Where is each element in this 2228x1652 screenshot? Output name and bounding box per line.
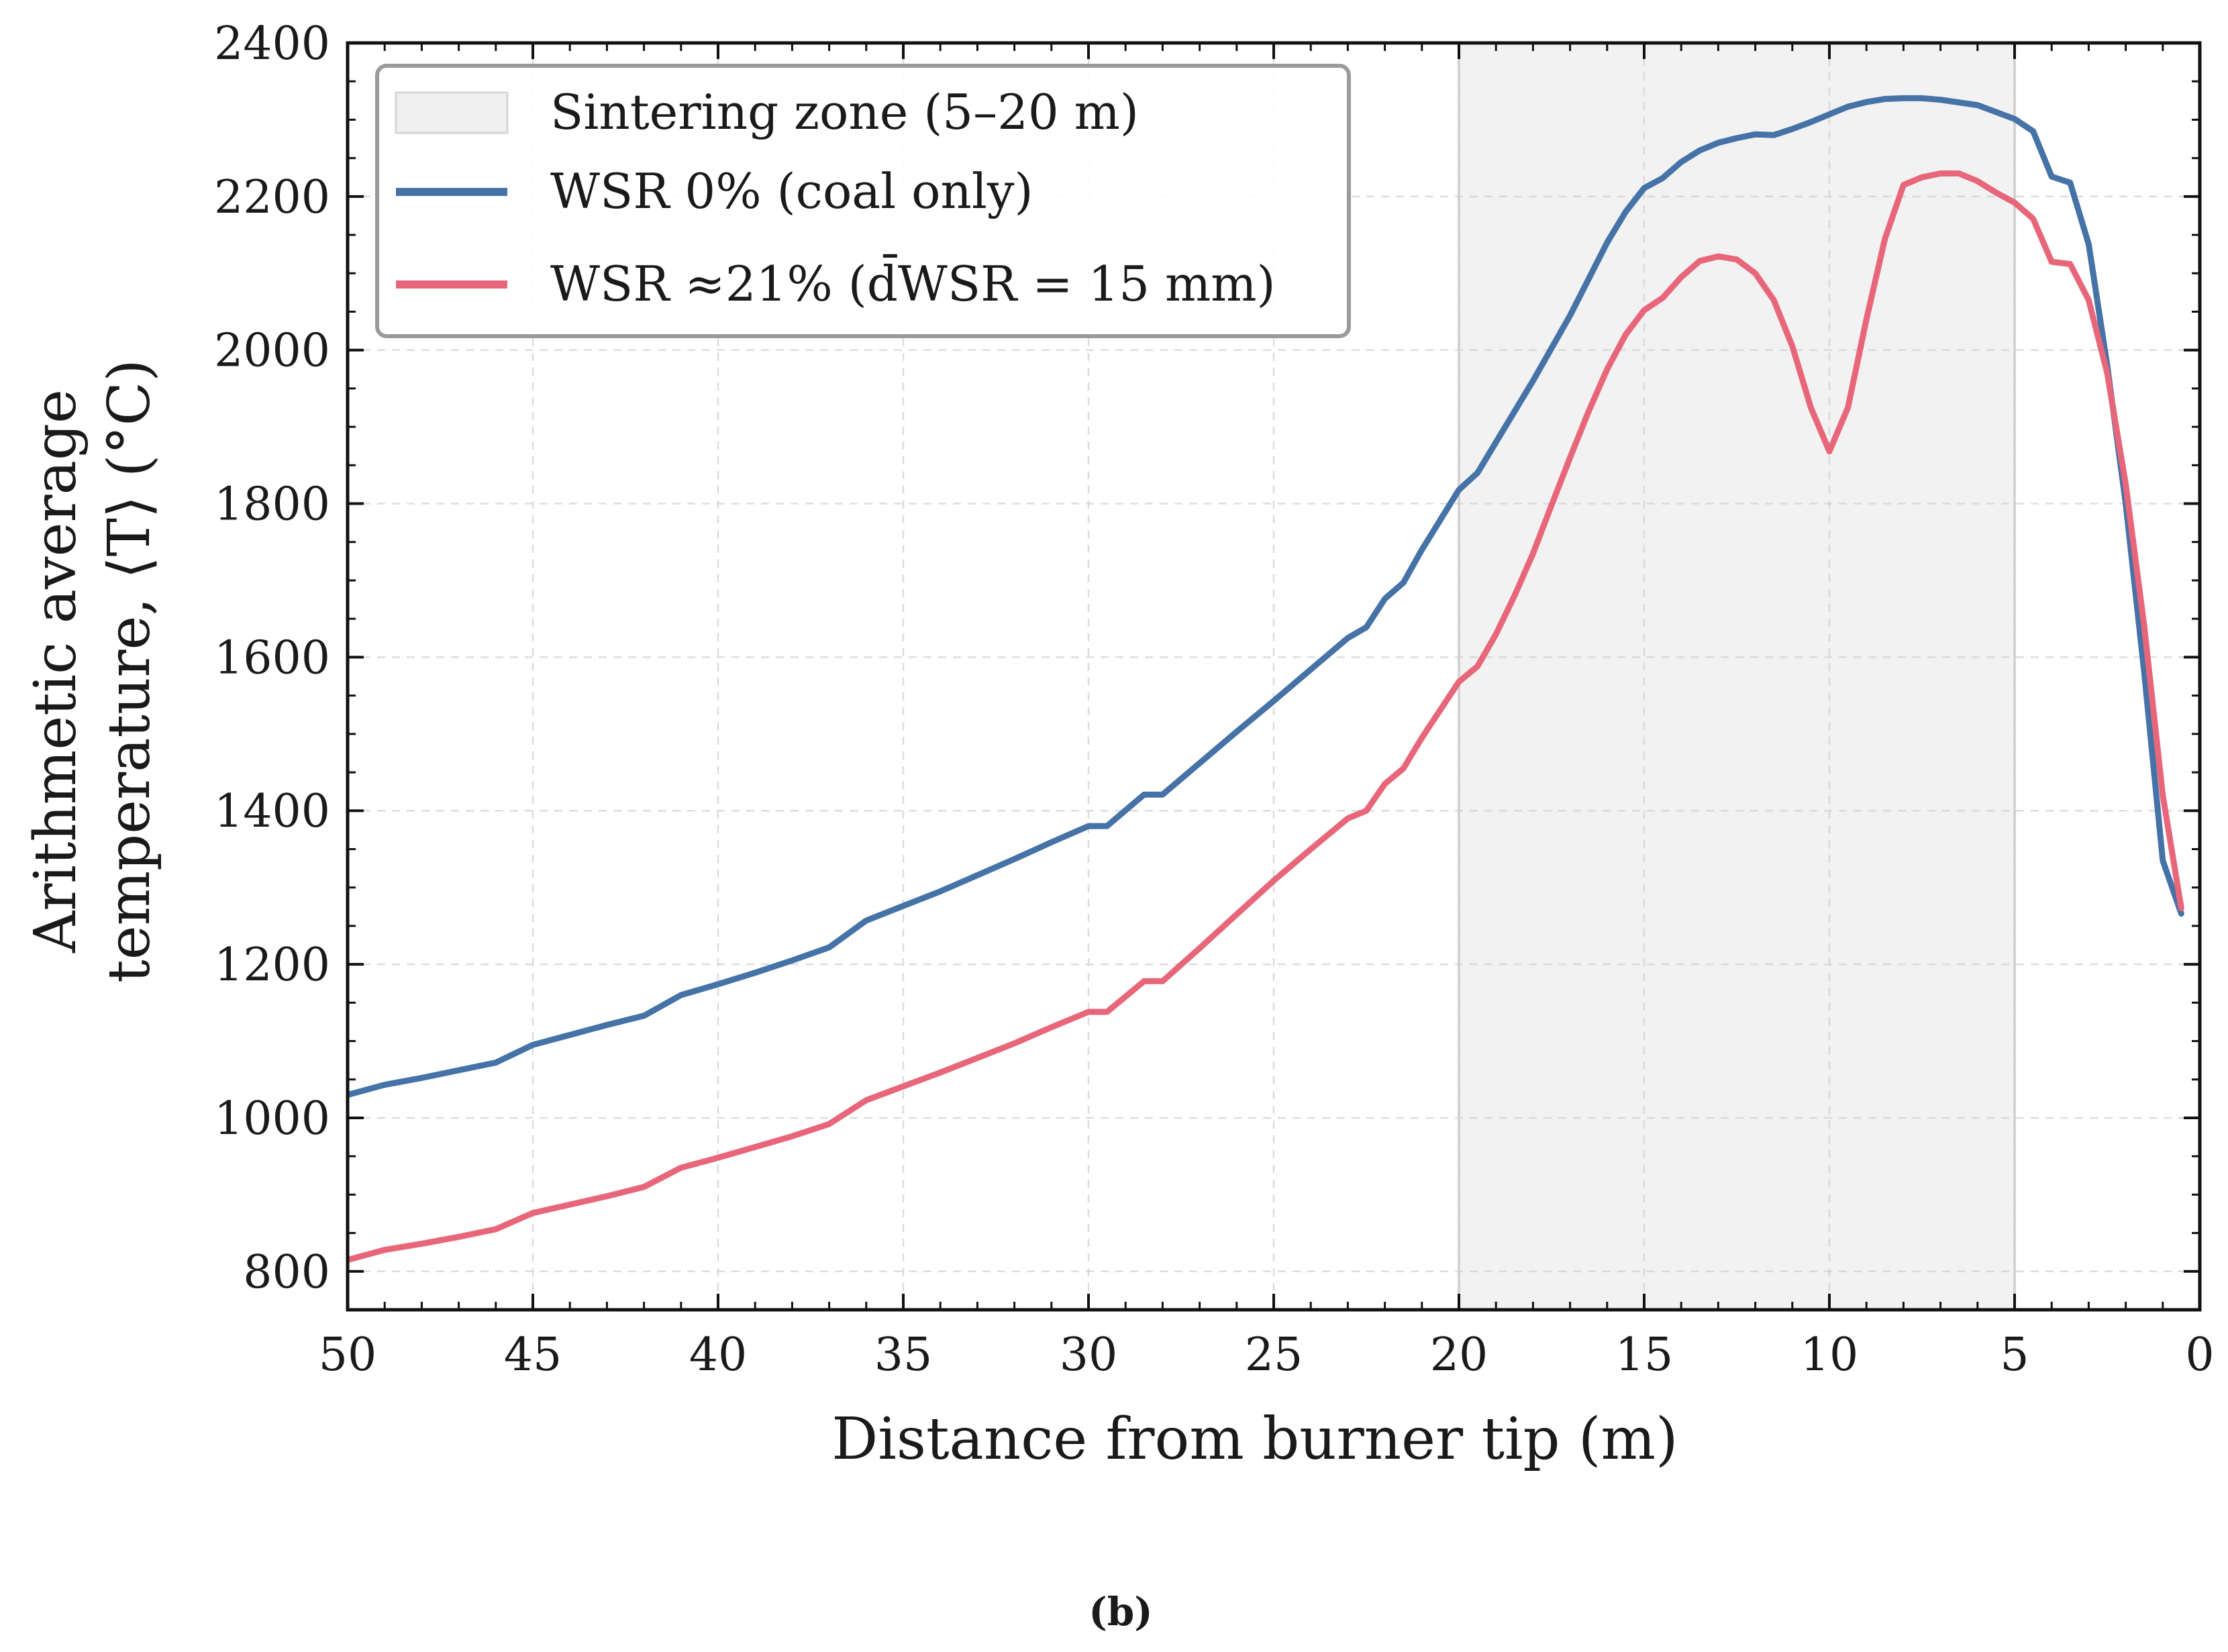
y-tick-label: 2000 bbox=[214, 325, 330, 378]
y-tick-label: 800 bbox=[243, 1246, 330, 1299]
legend-label-wsr-21: WSR ≈21% (d̄WSR = 15 mm) bbox=[550, 253, 1276, 312]
x-tick-label: 35 bbox=[874, 1329, 933, 1382]
figure-caption: (b) bbox=[1088, 1589, 1152, 1635]
x-tick-label: 0 bbox=[2185, 1329, 2214, 1382]
legend-frame bbox=[375, 64, 1351, 338]
y-tick-label: 1600 bbox=[214, 631, 330, 684]
y-tick-label: 1000 bbox=[214, 1092, 330, 1145]
x-tick-label: 15 bbox=[1615, 1329, 1674, 1382]
plot-area bbox=[346, 42, 2201, 1310]
y-axis-title-line1: Arithmetic average bbox=[22, 389, 89, 953]
series-line-1 bbox=[348, 170, 2184, 1263]
series-line-0 bbox=[348, 95, 2184, 1098]
y-tick-label: 1200 bbox=[214, 939, 330, 992]
x-tick-label: 50 bbox=[319, 1329, 377, 1382]
sintering-zone-band bbox=[1459, 43, 2015, 1310]
x-tick-label: 10 bbox=[1801, 1329, 1859, 1382]
legend-label-sintering-zone: Sintering zone (5–20 m) bbox=[550, 84, 1139, 140]
legend: Sintering zone (5–20 m) WSR 0% (coal onl… bbox=[375, 64, 1351, 338]
tick-labels: 50 45 40 35 30 25 20 15 10 5 080010001200140016001… bbox=[214, 17, 2215, 1382]
x-tick-label: 45 bbox=[504, 1329, 562, 1382]
y-tick-label: 1800 bbox=[214, 478, 330, 531]
y-tick-label: 2400 bbox=[214, 17, 330, 70]
axes bbox=[346, 41, 2202, 1312]
y-axis-title-line2: temperature, ⟨T⟩ (°C) bbox=[96, 359, 163, 983]
x-tick-label: 5 bbox=[2000, 1329, 2029, 1382]
x-tick-label: 40 bbox=[689, 1329, 748, 1382]
y-tick-label: 2200 bbox=[214, 171, 330, 224]
legend-label-wsr-0: WSR 0% (coal only) bbox=[550, 163, 1033, 219]
legend-swatch-sintering-zone bbox=[395, 91, 509, 134]
x-tick-label: 30 bbox=[1060, 1329, 1118, 1382]
x-tick-label: 20 bbox=[1430, 1329, 1488, 1382]
x-axis-title: Distance from burner tip (m) bbox=[831, 1406, 1678, 1473]
x-tick-label: 25 bbox=[1245, 1329, 1303, 1382]
y-tick-label: 1400 bbox=[214, 785, 330, 838]
